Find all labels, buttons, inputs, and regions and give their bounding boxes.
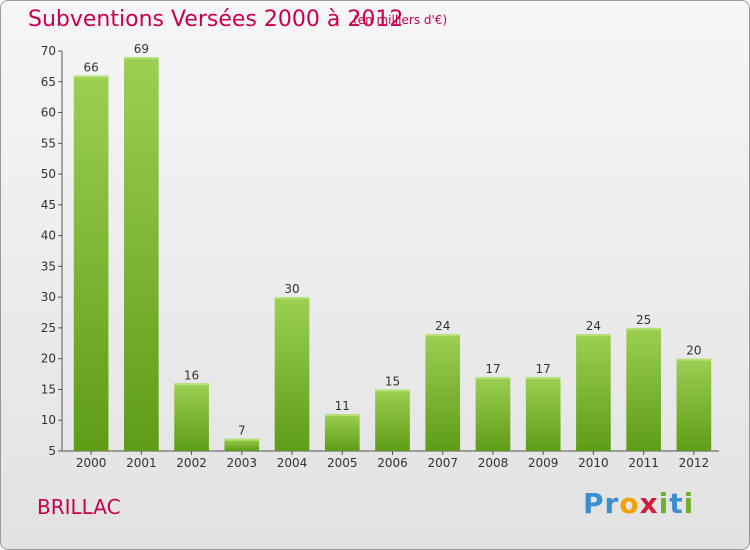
bar-highlight — [224, 438, 260, 441]
x-tick-label: 2000 — [76, 456, 107, 470]
bar — [525, 377, 561, 451]
data-label: 15 — [385, 374, 400, 388]
x-tick-label: 2008 — [478, 456, 509, 470]
bar — [576, 334, 611, 451]
x-tick-label: 2010 — [578, 456, 609, 470]
proxiti-logo[interactable]: Proxiti — [583, 487, 694, 520]
bar-highlight — [475, 377, 511, 380]
x-tick-label: 2002 — [176, 456, 207, 470]
y-tick-label: 25 — [41, 321, 56, 335]
y-tick-label: 5 — [48, 444, 56, 458]
y-tick-label: 30 — [41, 290, 56, 304]
bar — [425, 334, 461, 451]
data-label: 7 — [238, 424, 246, 438]
logo-letter: P — [583, 487, 605, 520]
bar-highlight — [274, 297, 310, 300]
x-tick-label: 2001 — [126, 456, 157, 470]
bar-highlight — [425, 334, 461, 337]
bar — [676, 358, 712, 451]
y-tick-label: 20 — [41, 352, 56, 366]
x-tick-label: 2004 — [277, 456, 308, 470]
y-tick-label: 55 — [41, 136, 56, 150]
bar — [375, 389, 410, 451]
chart-subtitle: (en milliers d'€) — [353, 13, 448, 27]
logo-letter: i — [683, 487, 695, 520]
logo-letter: r — [604, 487, 620, 520]
y-tick-label: 70 — [41, 44, 56, 58]
data-label: 17 — [536, 362, 551, 376]
data-label: 30 — [284, 282, 299, 296]
bar — [475, 377, 511, 451]
y-tick-label: 10 — [41, 413, 56, 427]
logo-letter: x — [639, 487, 659, 520]
data-label: 66 — [83, 61, 98, 75]
bar — [124, 57, 159, 452]
y-tick-label: 60 — [41, 106, 56, 120]
bar-highlight — [525, 377, 561, 380]
bar-highlight — [324, 414, 360, 417]
y-tick-label: 65 — [41, 75, 56, 89]
data-label: 17 — [485, 362, 500, 376]
data-label: 16 — [184, 368, 199, 382]
logo-letter: i — [658, 487, 670, 520]
x-tick-label: 2003 — [227, 456, 258, 470]
x-tick-label: 2009 — [528, 456, 559, 470]
y-tick-label: 45 — [41, 198, 56, 212]
bar — [224, 438, 260, 451]
logo-letter: o — [619, 487, 640, 520]
data-label: 24 — [586, 319, 601, 333]
commune-name: BRILLAC — [37, 495, 121, 519]
bar-highlight — [576, 334, 611, 337]
x-tick-label: 2006 — [377, 456, 408, 470]
y-tick-label: 35 — [41, 259, 56, 273]
bar-highlight — [626, 327, 661, 330]
bar-highlight — [124, 57, 159, 60]
y-tick-label: 40 — [41, 229, 56, 243]
bar — [174, 383, 209, 451]
data-label: 69 — [134, 42, 149, 56]
y-tick-label: 15 — [41, 382, 56, 396]
bar — [73, 75, 109, 451]
chart-title: Subventions Versées 2000 à 2012 — [28, 7, 404, 32]
bar-highlight — [174, 383, 209, 386]
x-tick-label: 2012 — [679, 456, 710, 470]
logo-letter: t — [669, 487, 684, 520]
bar — [626, 327, 661, 451]
data-label: 25 — [636, 313, 651, 327]
bar-highlight — [676, 358, 712, 361]
data-label: 11 — [335, 399, 350, 413]
y-tick-label: 50 — [41, 167, 56, 181]
bar-highlight — [73, 75, 109, 78]
x-tick-label: 2011 — [628, 456, 659, 470]
x-tick-label: 2005 — [327, 456, 358, 470]
data-label: 24 — [435, 319, 450, 333]
data-label: 20 — [686, 344, 701, 358]
x-tick-label: 2007 — [427, 456, 458, 470]
bar-highlight — [375, 389, 410, 392]
bar — [274, 297, 310, 451]
bar — [324, 414, 360, 451]
